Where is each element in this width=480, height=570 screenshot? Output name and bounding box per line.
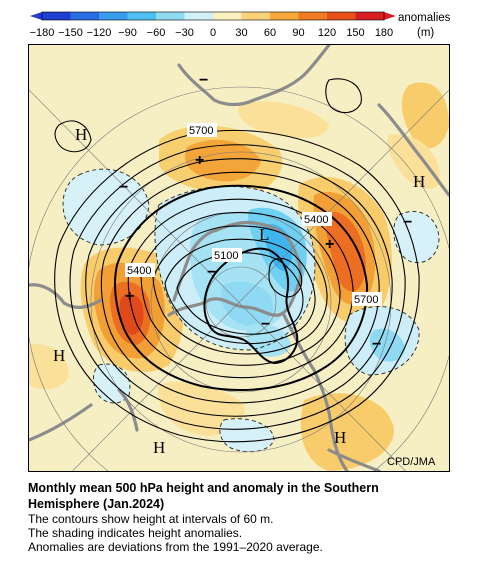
- pos-anomaly-sign-3: +: [325, 236, 334, 253]
- neg-anomaly-sign-4: −: [403, 214, 412, 231]
- colorbar-cell: [127, 12, 157, 20]
- neg-anomaly-sign-5: −: [372, 336, 381, 353]
- colorbar-tick-label: −180: [30, 27, 55, 39]
- colorbar-label: anomalies: [398, 12, 451, 24]
- colorbar-tick-label: −150: [58, 27, 83, 39]
- figure-caption-notes: The contours show height at intervals of…: [28, 512, 468, 554]
- colorbar-cell: [99, 12, 128, 20]
- contour-label-5700-top: 5700: [189, 125, 213, 137]
- colorbar-tick-label: −30: [175, 27, 194, 39]
- colorbar-tick-label: −60: [147, 27, 166, 39]
- polar-stereographic-map: 5700 5400 5100 5400 5700 H H H H H L − −…: [29, 45, 449, 471]
- pos-anomaly-sign-2: +: [125, 288, 134, 305]
- colorbar-cell: [42, 12, 71, 20]
- pressure-systems: H H H H H L − − − − − − + + +: [53, 72, 425, 457]
- high-marker-3: H: [53, 346, 65, 365]
- neg-anomaly-sign-1: −: [199, 72, 208, 89]
- colorbar-outline: [41, 11, 385, 21]
- colorbar-cell: [184, 12, 214, 20]
- caption-note-anomalies: Anomalies are deviations from the 1991–2…: [28, 540, 323, 554]
- polar-map-frame: 5700 5400 5100 5400 5700 H H H H H L − −…: [28, 44, 450, 472]
- contour-label-5400-left: 5400: [127, 265, 151, 277]
- colorbar-cell: [270, 12, 299, 20]
- neg-anomaly-sign-2: −: [119, 179, 128, 196]
- colorbar-arrow-right: [384, 12, 396, 20]
- colorbar-tick-label: 60: [264, 27, 276, 39]
- neg-anomaly-sign-3: −: [207, 264, 216, 281]
- anomaly-colorbar: −180 −150 −120 −90 −60 −30 0 30 60 90 120 150 180 an…: [30, 11, 451, 39]
- height-contours: [54, 78, 420, 443]
- contour-label-5100-center: 5100: [214, 250, 238, 262]
- caption-note-shading: The shading indicates height anomalies.: [28, 526, 243, 540]
- colorbar-tick-label: 90: [292, 27, 304, 39]
- colorbar-arrow-left: [30, 12, 42, 20]
- high-marker-1: H: [75, 125, 87, 144]
- colorbar-tick-label: 0: [210, 27, 216, 39]
- colorbar-tick-label: 150: [346, 27, 364, 39]
- colorbar-cell: [70, 12, 100, 20]
- caption-title-line-1: Monthly mean 500 hPa height and anomaly …: [28, 481, 379, 495]
- contour-label-5700-right: 5700: [354, 294, 378, 306]
- colorbar-cell: [298, 12, 328, 20]
- caption-note-contours: The contours show height at intervals of…: [28, 512, 274, 526]
- colorbar-tick-label: 180: [375, 27, 393, 39]
- colorbar-ticks: −180 −150 −120 −90 −60 −30 0 30 60 90 120 150 180: [30, 27, 394, 39]
- colorbar-cell: [327, 12, 356, 20]
- figure-caption-title: Monthly mean 500 hPa height and anomaly …: [28, 480, 468, 512]
- colorbar-cell: [241, 12, 271, 20]
- map-credit: CPD/JMA: [387, 456, 436, 468]
- high-marker-2: H: [413, 172, 425, 191]
- colorbar-cell: [156, 12, 185, 20]
- colorbar-tick-label: −120: [87, 27, 112, 39]
- colorbar-unit: (m): [417, 27, 434, 39]
- caption-title-line-2: Hemisphere (Jan.2024): [28, 497, 165, 511]
- contour-label-5400-right: 5400: [304, 214, 328, 226]
- colorbar-tick-label: 120: [318, 27, 336, 39]
- high-marker-5: H: [334, 428, 346, 447]
- contour-labels: 5700 5400 5100 5400 5700: [125, 123, 382, 306]
- colorbar-tick-label: 30: [235, 27, 247, 39]
- colorbar-cells: [30, 11, 396, 21]
- colorbar-cell: [355, 12, 385, 20]
- anomaly-shading: [29, 82, 449, 471]
- low-marker: L: [259, 225, 269, 244]
- neg-anomaly-sign-6: −: [261, 316, 270, 333]
- colorbar-tick-label: −90: [118, 27, 137, 39]
- colorbar-cell: [213, 12, 242, 20]
- pos-anomaly-sign-1: +: [195, 152, 204, 169]
- high-marker-4: H: [153, 438, 165, 457]
